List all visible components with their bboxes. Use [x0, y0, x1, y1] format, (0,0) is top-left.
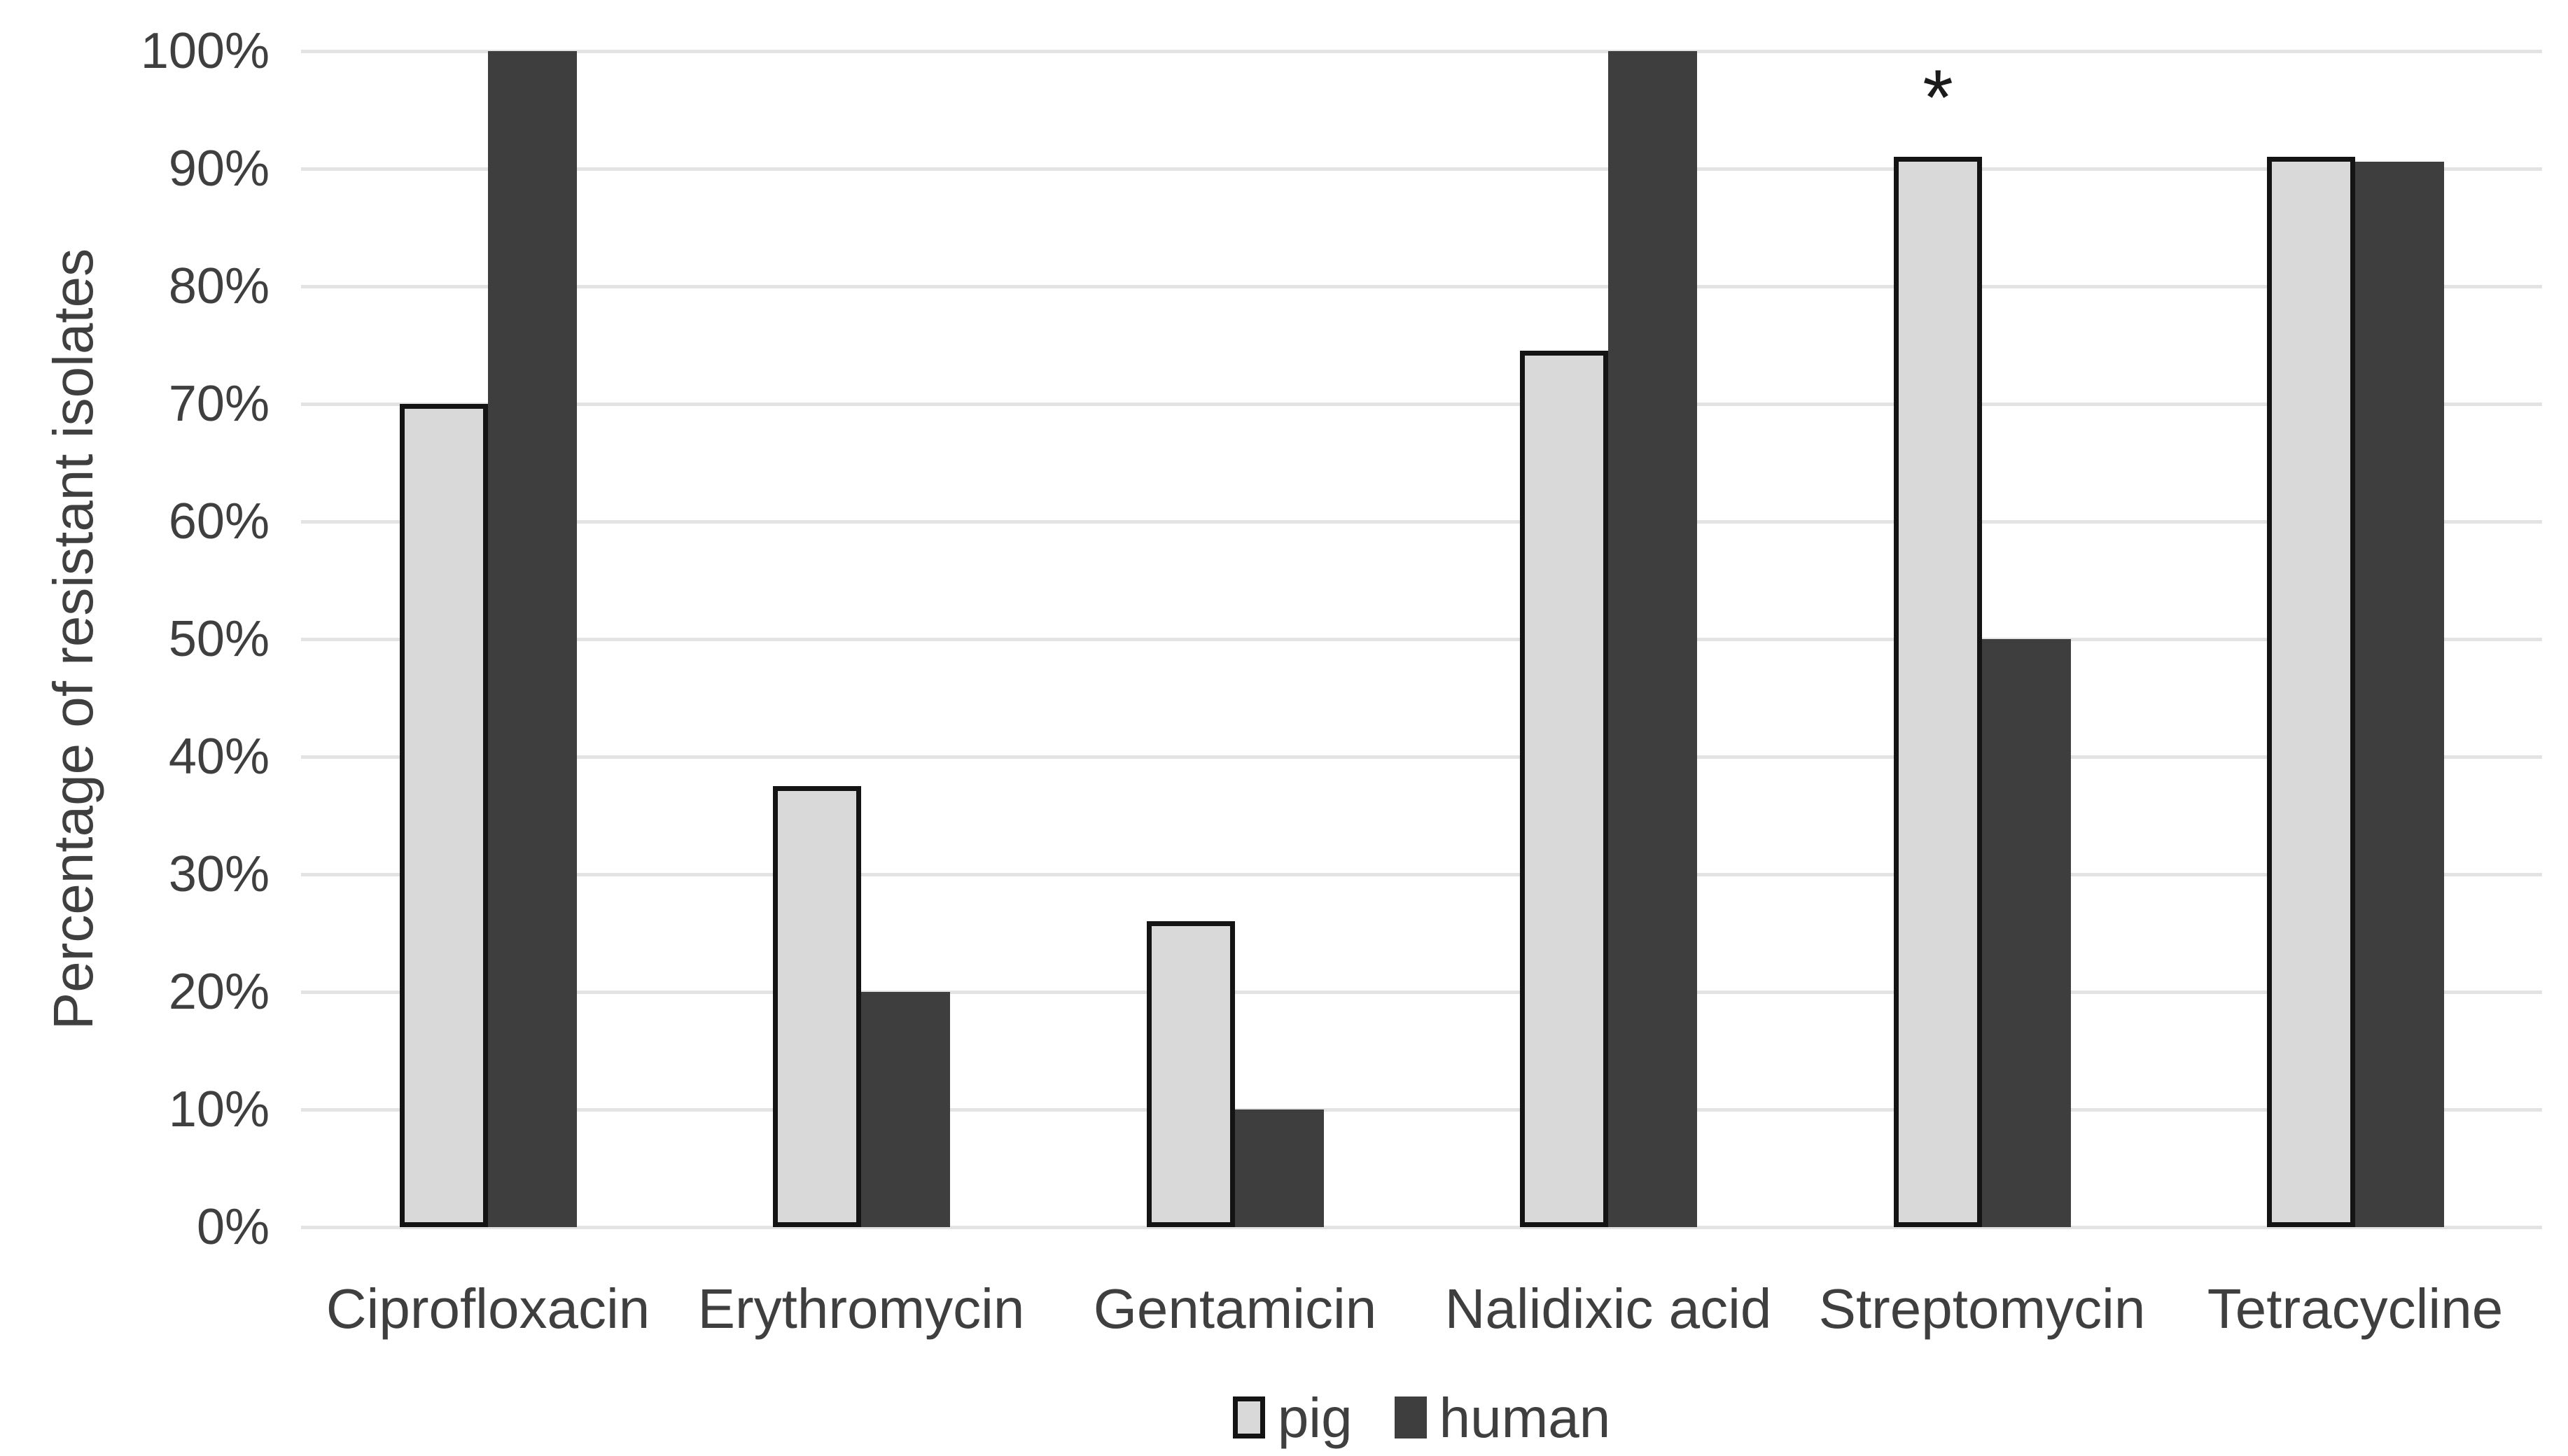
bar-pig-ciprofloxacin [400, 404, 488, 1227]
legend-item-pig: pig [1232, 1385, 1353, 1451]
legend: pig human [301, 1365, 2542, 1456]
x-category-label: Erythromycin [697, 1278, 1025, 1340]
y-tick-label: 70% [168, 376, 270, 432]
plot-area [301, 50, 2542, 1229]
y-tick-label: 100% [140, 23, 270, 79]
gridline-50% [301, 638, 2542, 641]
bar-pig-tetracycline [2267, 157, 2355, 1227]
x-category-label: Nalidixic acid [1444, 1278, 1772, 1340]
y-tick-label: 30% [168, 846, 270, 902]
gridline-40% [301, 755, 2542, 759]
legend-swatch-human-icon [1394, 1396, 1427, 1438]
x-category-label: Ciprofloxacin [326, 1278, 650, 1340]
bar-pig-erythromycin [773, 786, 861, 1227]
gridline-20% [301, 990, 2542, 994]
gridline-90% [301, 167, 2542, 171]
bar-human-erythromycin [861, 992, 950, 1227]
gridline-30% [301, 873, 2542, 876]
x-category-label: Streptomycin [1818, 1278, 2146, 1340]
bar-human-ciprofloxacin [488, 51, 577, 1227]
y-tick-label: 90% [168, 141, 270, 197]
gridline-70% [301, 402, 2542, 406]
y-tick-label: 10% [168, 1082, 270, 1138]
bar-pig-gentamicin [1147, 921, 1235, 1227]
bar-human-tetracycline [2355, 162, 2444, 1227]
gridline-80% [301, 285, 2542, 288]
y-tick-label: 50% [168, 611, 270, 667]
y-tick-label: 0% [196, 1199, 270, 1255]
significance-asterisk: * [1922, 54, 1953, 141]
gridline-60% [301, 520, 2542, 524]
bar-pig-nalidixic-acid [1520, 351, 1608, 1227]
gridline-0% [301, 1226, 2542, 1229]
gridline-100% [301, 50, 2542, 53]
y-tick-label: 40% [168, 729, 270, 785]
x-category-label: Tetracycline [2207, 1278, 2504, 1340]
legend-swatch-pig-icon [1232, 1396, 1265, 1438]
bar-pig-streptomycin [1894, 157, 1982, 1227]
legend-label: pig [1277, 1386, 1353, 1449]
x-category-label: Gentamicin [1093, 1278, 1377, 1340]
bar-human-gentamicin [1235, 1110, 1324, 1227]
bar-human-nalidixic-acid [1608, 51, 1697, 1227]
legend-label: human [1439, 1386, 1611, 1449]
y-tick-label: 20% [168, 964, 270, 1020]
y-tick-label: 80% [168, 258, 270, 314]
legend-item-human: human [1394, 1385, 1611, 1451]
y-tick-label: 60% [168, 493, 270, 550]
bar-human-streptomycin [1982, 639, 2071, 1227]
gridline-10% [301, 1108, 2542, 1112]
